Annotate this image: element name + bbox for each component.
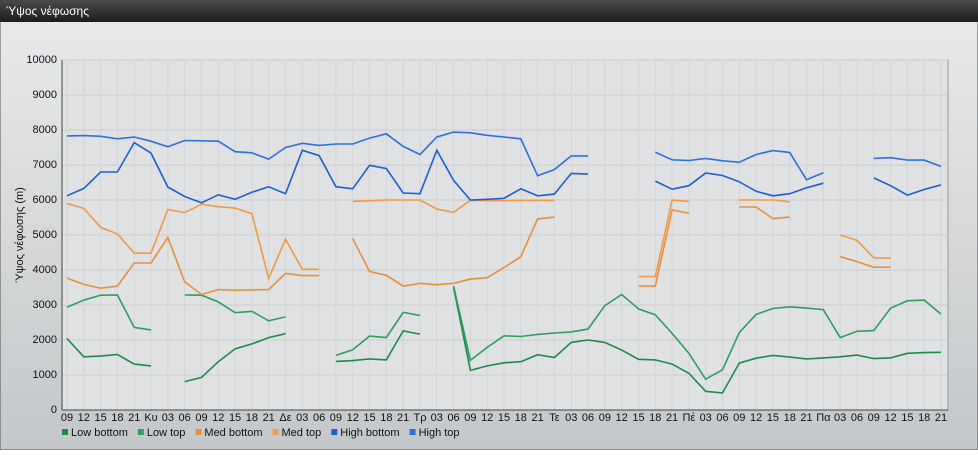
legend-swatch <box>331 429 338 435</box>
x-tick-label: 15 <box>632 412 644 424</box>
x-tick-label: Πέ <box>682 412 695 424</box>
y-tick-label: 1000 <box>33 369 57 381</box>
x-tick-label: 15 <box>363 412 375 424</box>
x-tick-label: 09 <box>330 412 342 424</box>
legend-label: High top <box>419 427 460 439</box>
series-line <box>66 285 942 381</box>
y-tick-label: 9000 <box>33 89 57 101</box>
series-line <box>66 287 942 394</box>
x-tick-label: 21 <box>800 412 812 424</box>
window-title: Ύψος νέφωσης <box>6 4 89 18</box>
x-tick-label: 12 <box>884 412 896 424</box>
x-tick-label: 06 <box>851 412 863 424</box>
x-tick-label: 18 <box>784 412 796 424</box>
x-tick-label: 03 <box>162 412 174 424</box>
x-tick-label: 12 <box>616 412 628 424</box>
legend-swatch <box>137 429 144 435</box>
x-tick-label: 03 <box>431 412 443 424</box>
legend-swatch <box>272 429 279 435</box>
y-tick-label: 2000 <box>33 334 57 346</box>
x-tick-label: 15 <box>229 412 241 424</box>
x-tick-label: 21 <box>935 412 947 424</box>
legend-label: High bottom <box>340 427 399 439</box>
y-tick-label: 7000 <box>33 159 57 171</box>
x-tick-label: 12 <box>750 412 762 424</box>
y-axis-label: Ύψος νέφωσης (m) <box>14 187 26 283</box>
x-tick-label: 15 <box>498 412 510 424</box>
x-tick-label: 15 <box>901 412 913 424</box>
x-tick-label: Κυ <box>144 412 157 424</box>
x-tick-label: 03 <box>296 412 308 424</box>
y-tick-label: 8000 <box>33 124 57 136</box>
x-tick-label: 21 <box>397 412 409 424</box>
x-tick-label: 09 <box>733 412 745 424</box>
x-tick-label: 03 <box>834 412 846 424</box>
y-tick-label: 0 <box>51 404 57 416</box>
legend-label: Low top <box>147 427 186 439</box>
legend-label: Med bottom <box>204 427 262 439</box>
x-tick-label: 21 <box>666 412 678 424</box>
x-tick-label: 15 <box>767 412 779 424</box>
legend-label: Low bottom <box>71 427 128 439</box>
x-tick-label: 15 <box>94 412 106 424</box>
x-tick-label: Δε <box>279 412 291 424</box>
x-tick-label: Τρ <box>413 412 426 424</box>
x-tick-label: 12 <box>347 412 359 424</box>
series-line <box>66 199 891 281</box>
legend-swatch <box>195 429 202 435</box>
y-tick-label: 5000 <box>33 229 57 241</box>
y-tick-label: 3000 <box>33 299 57 311</box>
y-tick-label: 6000 <box>33 194 57 206</box>
x-tick-label: 18 <box>918 412 930 424</box>
x-tick-label: Τε <box>549 412 560 424</box>
x-tick-label: 18 <box>515 412 527 424</box>
x-tick-label: 06 <box>313 412 325 424</box>
legend-swatch <box>62 429 68 435</box>
series-line <box>66 206 891 296</box>
x-tick-label: 18 <box>111 412 123 424</box>
series-line <box>66 141 942 204</box>
legend-label: Med top <box>282 427 322 439</box>
x-tick-label: 18 <box>246 412 258 424</box>
x-tick-label: 06 <box>447 412 459 424</box>
legend-swatch <box>409 429 416 435</box>
x-tick-label: 21 <box>128 412 140 424</box>
x-tick-label: 18 <box>380 412 392 424</box>
x-tick-label: 06 <box>179 412 191 424</box>
x-tick-label: 21 <box>263 412 275 424</box>
x-tick-label: 09 <box>61 412 73 424</box>
x-tick-label: 03 <box>565 412 577 424</box>
x-tick-label: Πα <box>816 412 831 424</box>
x-tick-label: 12 <box>78 412 90 424</box>
x-tick-label: 18 <box>649 412 661 424</box>
x-tick-label: 06 <box>716 412 728 424</box>
series-line <box>66 131 942 181</box>
y-tick-label: 4000 <box>33 264 57 276</box>
x-tick-label: 12 <box>212 412 224 424</box>
title-bar <box>0 0 978 22</box>
x-tick-label: 09 <box>868 412 880 424</box>
x-tick-label: 06 <box>582 412 594 424</box>
x-tick-label: 09 <box>599 412 611 424</box>
x-tick-label: 12 <box>481 412 493 424</box>
x-tick-label: 09 <box>464 412 476 424</box>
x-tick-label: 09 <box>195 412 207 424</box>
x-tick-label: 21 <box>531 412 543 424</box>
y-tick-label: 10000 <box>26 54 57 66</box>
x-tick-label: 03 <box>700 412 712 424</box>
